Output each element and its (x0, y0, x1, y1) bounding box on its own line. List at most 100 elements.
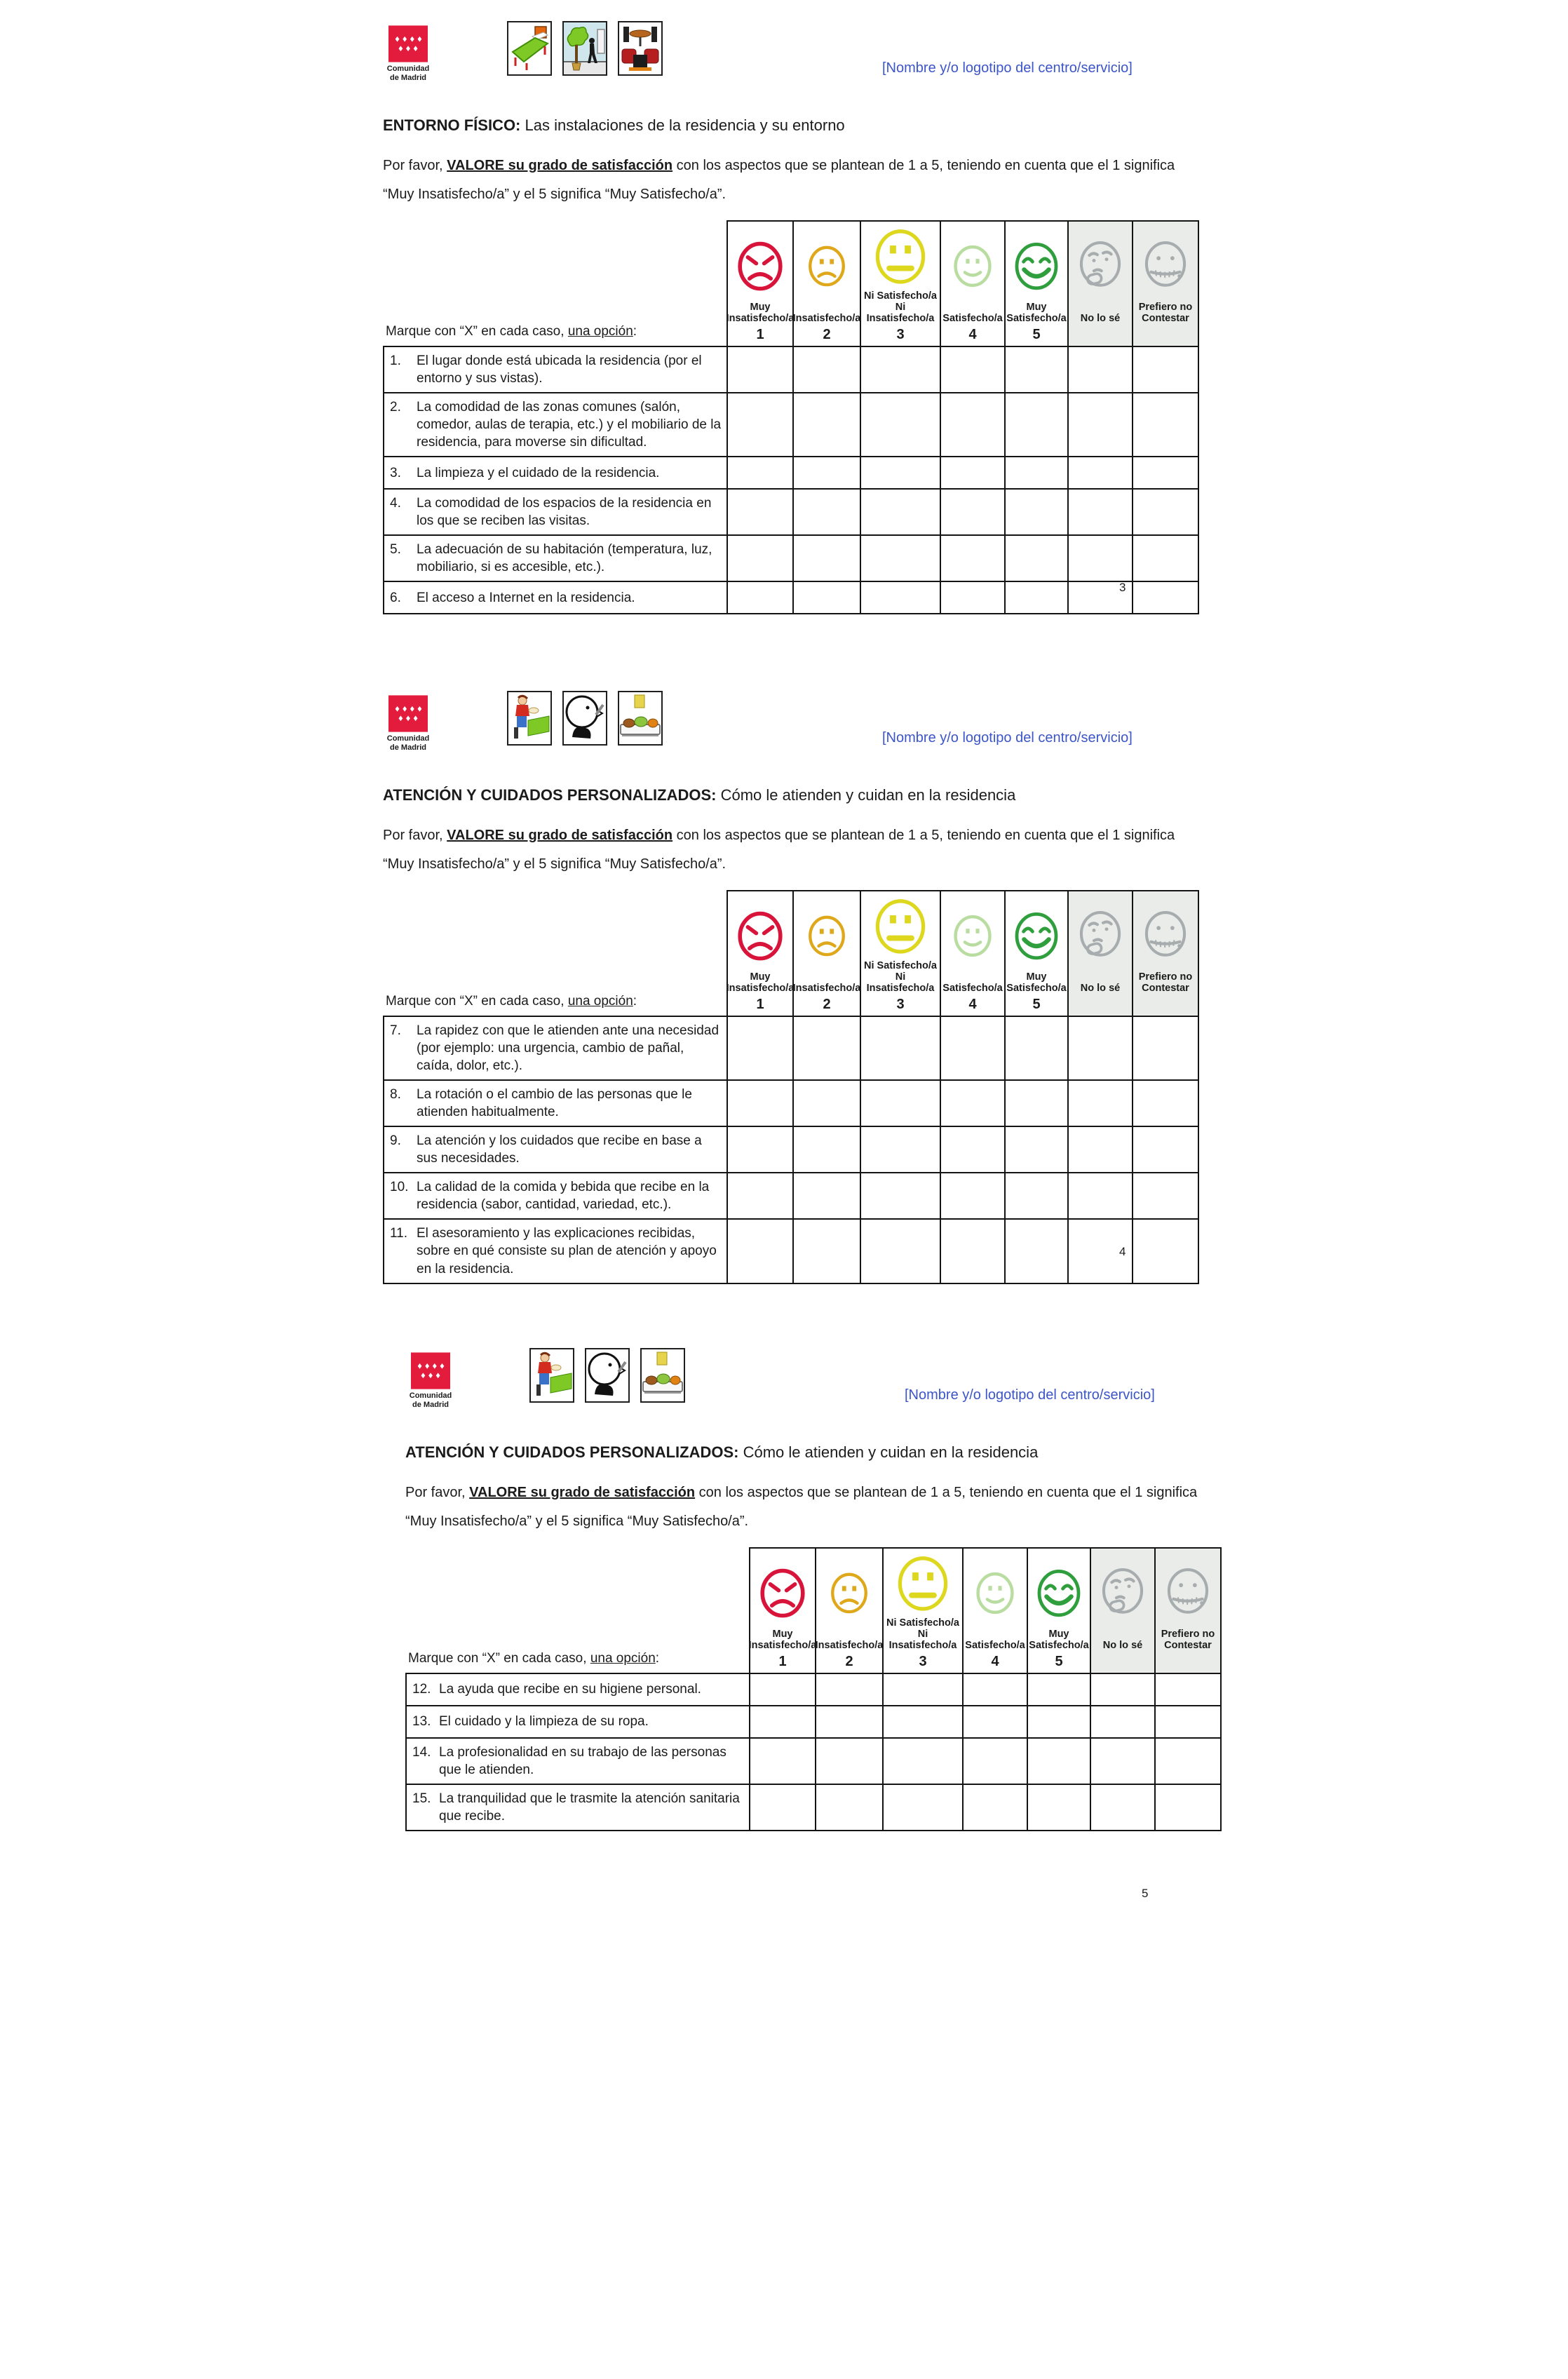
answer-cell[interactable] (1090, 1737, 1156, 1785)
answer-cell[interactable] (1004, 488, 1069, 537)
answer-cell[interactable] (1132, 1218, 1199, 1284)
answer-cell[interactable] (940, 1218, 1006, 1284)
answer-cell[interactable] (792, 391, 861, 458)
answer-cell[interactable] (726, 488, 794, 537)
answer-cell[interactable] (726, 1079, 794, 1128)
answer-cell[interactable] (962, 1737, 1028, 1785)
answer-cell[interactable] (1090, 1704, 1156, 1739)
answer-cell[interactable] (860, 1079, 941, 1128)
answer-cell[interactable] (815, 1783, 884, 1832)
answer-cell[interactable] (792, 1172, 861, 1220)
answer-cell[interactable] (940, 1015, 1006, 1081)
answer-cell[interactable] (962, 1704, 1028, 1739)
answer-cell[interactable] (1067, 1079, 1133, 1128)
answer-cell[interactable] (1004, 1015, 1069, 1081)
answer-cell[interactable] (1004, 1218, 1069, 1284)
answer-cell[interactable] (940, 488, 1006, 537)
answer-cell[interactable] (1004, 1079, 1069, 1128)
answer-cell[interactable] (792, 488, 861, 537)
answer-cell[interactable] (726, 391, 794, 458)
answer-cell[interactable] (726, 345, 794, 393)
answer-cell[interactable] (1004, 1126, 1069, 1174)
answer-cell[interactable] (1132, 1079, 1199, 1128)
answer-cell[interactable] (1132, 534, 1199, 583)
answer-cell[interactable] (1132, 456, 1199, 490)
answer-cell[interactable] (815, 1672, 884, 1706)
answer-cell[interactable] (860, 1015, 941, 1081)
answer-cell[interactable] (749, 1672, 816, 1706)
answer-cell[interactable] (726, 581, 794, 615)
answer-cell[interactable] (792, 581, 861, 615)
answer-cell[interactable] (1027, 1672, 1091, 1706)
answer-cell[interactable] (1132, 1172, 1199, 1220)
answer-cell[interactable] (792, 1126, 861, 1174)
answer-cell[interactable] (882, 1783, 964, 1832)
answer-cell[interactable] (962, 1783, 1028, 1832)
answer-cell[interactable] (1004, 456, 1069, 490)
answer-cell[interactable] (1004, 345, 1069, 393)
answer-cell[interactable] (860, 488, 941, 537)
answer-cell[interactable] (882, 1672, 964, 1706)
answer-cell[interactable] (860, 345, 941, 393)
answer-cell[interactable] (1067, 1218, 1133, 1284)
answer-cell[interactable] (860, 1218, 941, 1284)
answer-cell[interactable] (1132, 1126, 1199, 1174)
answer-cell[interactable] (860, 1126, 941, 1174)
answer-cell[interactable] (792, 1015, 861, 1081)
answer-cell[interactable] (1004, 391, 1069, 458)
answer-cell[interactable] (1004, 1172, 1069, 1220)
answer-cell[interactable] (1154, 1672, 1222, 1706)
answer-cell[interactable] (792, 345, 861, 393)
answer-cell[interactable] (940, 391, 1006, 458)
answer-cell[interactable] (940, 345, 1006, 393)
answer-cell[interactable] (1027, 1783, 1091, 1832)
answer-cell[interactable] (1132, 581, 1199, 615)
answer-cell[interactable] (726, 1218, 794, 1284)
answer-cell[interactable] (1132, 1015, 1199, 1081)
answer-cell[interactable] (792, 1079, 861, 1128)
answer-cell[interactable] (1154, 1783, 1222, 1832)
answer-cell[interactable] (860, 1172, 941, 1220)
answer-cell[interactable] (1132, 345, 1199, 393)
answer-cell[interactable] (1067, 534, 1133, 583)
answer-cell[interactable] (1004, 581, 1069, 615)
answer-cell[interactable] (726, 1126, 794, 1174)
answer-cell[interactable] (1090, 1672, 1156, 1706)
answer-cell[interactable] (1067, 488, 1133, 537)
answer-cell[interactable] (815, 1704, 884, 1739)
answer-cell[interactable] (726, 456, 794, 490)
answer-cell[interactable] (1027, 1737, 1091, 1785)
answer-cell[interactable] (860, 456, 941, 490)
answer-cell[interactable] (792, 534, 861, 583)
answer-cell[interactable] (882, 1737, 964, 1785)
answer-cell[interactable] (1067, 581, 1133, 615)
answer-cell[interactable] (1067, 1015, 1133, 1081)
answer-cell[interactable] (940, 581, 1006, 615)
answer-cell[interactable] (1067, 1172, 1133, 1220)
answer-cell[interactable] (1132, 488, 1199, 537)
answer-cell[interactable] (1132, 391, 1199, 458)
answer-cell[interactable] (940, 1079, 1006, 1128)
answer-cell[interactable] (749, 1704, 816, 1739)
answer-cell[interactable] (792, 1218, 861, 1284)
answer-cell[interactable] (749, 1737, 816, 1785)
answer-cell[interactable] (1067, 345, 1133, 393)
answer-cell[interactable] (940, 534, 1006, 583)
answer-cell[interactable] (726, 534, 794, 583)
answer-cell[interactable] (1004, 534, 1069, 583)
answer-cell[interactable] (1154, 1704, 1222, 1739)
answer-cell[interactable] (1027, 1704, 1091, 1739)
answer-cell[interactable] (882, 1704, 964, 1739)
answer-cell[interactable] (962, 1672, 1028, 1706)
answer-cell[interactable] (860, 391, 941, 458)
answer-cell[interactable] (1154, 1737, 1222, 1785)
answer-cell[interactable] (1067, 1126, 1133, 1174)
answer-cell[interactable] (792, 456, 861, 490)
answer-cell[interactable] (749, 1783, 816, 1832)
answer-cell[interactable] (726, 1172, 794, 1220)
answer-cell[interactable] (815, 1737, 884, 1785)
answer-cell[interactable] (940, 1172, 1006, 1220)
answer-cell[interactable] (940, 1126, 1006, 1174)
answer-cell[interactable] (1067, 391, 1133, 458)
answer-cell[interactable] (860, 581, 941, 615)
